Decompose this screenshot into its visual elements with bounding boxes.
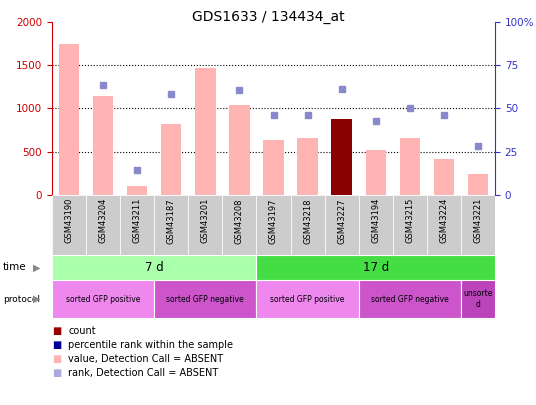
Text: GSM43224: GSM43224 <box>440 198 449 243</box>
Text: GSM43227: GSM43227 <box>337 198 346 243</box>
Bar <box>256 280 359 318</box>
Bar <box>154 195 188 255</box>
Text: sorted GFP positive: sorted GFP positive <box>270 294 345 303</box>
Bar <box>52 280 154 318</box>
Text: value, Detection Call = ABSENT: value, Detection Call = ABSENT <box>68 354 223 364</box>
Bar <box>256 195 291 255</box>
Bar <box>325 195 359 255</box>
Bar <box>359 195 393 255</box>
Bar <box>52 195 86 255</box>
Text: ■: ■ <box>52 326 61 336</box>
Bar <box>229 105 250 195</box>
Bar <box>331 119 352 195</box>
Bar <box>297 138 318 195</box>
Text: time: time <box>3 262 26 273</box>
Bar <box>127 186 147 195</box>
Text: GSM43208: GSM43208 <box>235 198 244 243</box>
Bar <box>359 280 461 318</box>
Bar <box>52 255 256 280</box>
Text: GSM43204: GSM43204 <box>99 198 108 243</box>
Bar <box>86 195 120 255</box>
Bar <box>366 150 386 195</box>
Text: ■: ■ <box>52 368 61 378</box>
Text: 7 d: 7 d <box>145 261 163 274</box>
Text: protocol: protocol <box>3 294 40 303</box>
Bar <box>461 195 495 255</box>
Bar <box>427 195 461 255</box>
Bar <box>468 174 488 195</box>
Bar <box>222 195 256 255</box>
Text: GSM43187: GSM43187 <box>167 198 176 244</box>
Bar <box>461 280 495 318</box>
Bar <box>93 96 113 195</box>
Text: GSM43211: GSM43211 <box>133 198 142 243</box>
Text: GSM43194: GSM43194 <box>371 198 380 243</box>
Bar <box>256 255 495 280</box>
Text: ▶: ▶ <box>33 294 41 304</box>
Bar <box>263 140 284 195</box>
Text: GSM43197: GSM43197 <box>269 198 278 243</box>
Bar <box>161 124 182 195</box>
Bar <box>291 195 325 255</box>
Bar <box>195 68 215 195</box>
Text: GSM43201: GSM43201 <box>201 198 210 243</box>
Text: GSM43221: GSM43221 <box>473 198 482 243</box>
Text: rank, Detection Call = ABSENT: rank, Detection Call = ABSENT <box>68 368 218 378</box>
Text: ■: ■ <box>52 340 61 350</box>
Text: GSM43218: GSM43218 <box>303 198 312 243</box>
Text: percentile rank within the sample: percentile rank within the sample <box>68 340 233 350</box>
Text: GDS1633 / 134434_at: GDS1633 / 134434_at <box>192 10 344 24</box>
Bar <box>434 159 454 195</box>
Text: GSM43215: GSM43215 <box>405 198 414 243</box>
Bar <box>393 195 427 255</box>
Bar <box>120 195 154 255</box>
Text: ■: ■ <box>52 354 61 364</box>
Text: unsorte
d: unsorte d <box>463 289 493 309</box>
Text: GSM43190: GSM43190 <box>64 198 73 243</box>
Bar <box>59 44 79 195</box>
Text: sorted GFP positive: sorted GFP positive <box>66 294 140 303</box>
Bar <box>154 280 256 318</box>
Text: sorted GFP negative: sorted GFP negative <box>167 294 244 303</box>
Text: 17 d: 17 d <box>363 261 389 274</box>
Bar <box>399 138 420 195</box>
Bar <box>188 195 222 255</box>
Text: ▶: ▶ <box>33 262 41 273</box>
Text: sorted GFP negative: sorted GFP negative <box>371 294 449 303</box>
Text: count: count <box>68 326 96 336</box>
